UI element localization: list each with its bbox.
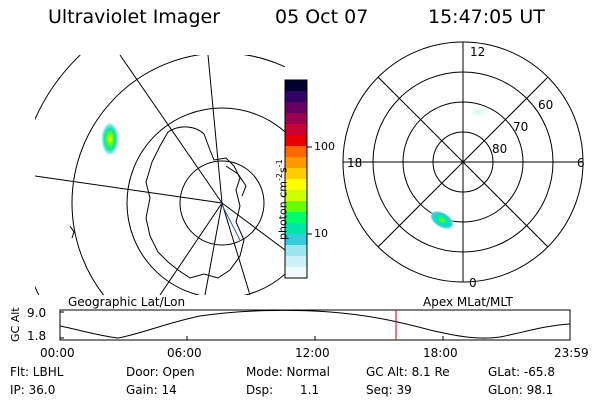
xtick-1200: 12:00 <box>295 346 330 360</box>
colorbar-segment <box>285 223 307 235</box>
lat-circle <box>71 55 285 295</box>
xtick-1800: 18:00 <box>423 346 458 360</box>
info-ip: IP: 36.0 <box>10 383 56 397</box>
lon-line <box>119 55 223 204</box>
xtick-2359: 23:59 <box>554 346 589 360</box>
mlt-label-right: 6 <box>577 156 585 170</box>
colorbar-segment <box>285 124 307 136</box>
lon-line <box>221 202 285 251</box>
info-glat: GLat: -65.8 <box>488 365 555 379</box>
xtick-0000: 00:00 <box>40 346 75 360</box>
mlat-label-60: 60 <box>538 98 554 112</box>
info-dsp-label: Dsp: <box>246 383 274 397</box>
info-gain: Gain: 14 <box>126 383 177 397</box>
mlt-line <box>377 76 549 248</box>
app-title: Ultraviolet Imager <box>48 6 221 28</box>
altitude-curve <box>59 309 571 339</box>
colorbar-segment <box>285 179 307 191</box>
info-door: Door: Open <box>126 365 195 379</box>
observation-date: 05 Oct 07 <box>275 6 369 28</box>
info-gcalt: GC Alt: 8.1 Re <box>366 365 450 379</box>
info-mode: Mode: Normal <box>246 365 330 379</box>
lon-line <box>159 202 223 295</box>
info-seq: Seq: 39 <box>366 383 412 397</box>
lon-line <box>221 202 251 295</box>
colorbar-segment <box>285 245 307 257</box>
right-panel-label: Apex MLat/MLT <box>423 295 513 309</box>
colorbar-segment <box>285 157 307 169</box>
coastline <box>145 126 245 279</box>
colorbar-segment <box>285 190 307 202</box>
colorbar-segment <box>285 201 307 213</box>
colorbar-segment <box>285 102 307 114</box>
xtick-0600: 06:00 <box>167 346 202 360</box>
colorbar-frame <box>284 79 308 279</box>
colorbar-tick-10: 10 <box>314 227 328 240</box>
colorbar-segment <box>285 168 307 180</box>
aurora-emission-right <box>429 210 455 230</box>
altitude-plot-frame <box>59 309 571 341</box>
colorbar <box>285 80 307 279</box>
info-filter: Flt: LBHL <box>10 365 64 379</box>
mlt-label-top: 12 <box>470 45 486 59</box>
colorbar-segment <box>285 234 307 246</box>
colorbar-unit-label: photon cm-2s-1 <box>275 159 290 240</box>
altitude-ymax: 9.0 <box>27 306 47 320</box>
colorbar-tick-100: 100 <box>314 140 335 153</box>
colorbar-segment <box>285 212 307 224</box>
observation-time: 15:47:05 UT <box>428 6 545 28</box>
aurora-faint-right <box>466 106 490 118</box>
aurora-emission-left <box>101 122 119 156</box>
lat-circle <box>179 160 265 246</box>
polar-plot <box>342 41 584 283</box>
colorbar-segment <box>285 267 307 279</box>
coastline <box>69 225 75 239</box>
info-glon: GLon: 98.1 <box>488 383 554 397</box>
colorbar-segment <box>285 146 307 158</box>
colorbar-segment <box>285 113 307 125</box>
altitude-ylabel: GC Alt <box>9 307 22 342</box>
colorbar-segment <box>285 135 307 147</box>
mlat-label-70: 70 <box>513 120 529 134</box>
coastline <box>225 165 247 197</box>
lat-circle <box>126 107 285 295</box>
colorbar-segment <box>285 256 307 268</box>
colorbar-segment <box>285 91 307 103</box>
info-dsp-value: 1.1 <box>300 383 320 397</box>
altitude-ymin: 1.8 <box>27 329 47 343</box>
lon-line <box>35 175 223 204</box>
mlt-label-left: 18 <box>347 156 363 170</box>
mlt-label-bottom: 0 <box>469 276 477 290</box>
left-panel-label: Geographic Lat/Lon <box>68 295 186 309</box>
geographic-map <box>35 55 285 295</box>
colorbar-segment <box>285 80 307 92</box>
lon-line <box>207 55 223 204</box>
terminator-line <box>220 202 241 241</box>
altitude-plot-ticks <box>60 311 444 340</box>
mlat-label-80: 80 <box>492 142 508 156</box>
lon-line <box>204 202 223 295</box>
